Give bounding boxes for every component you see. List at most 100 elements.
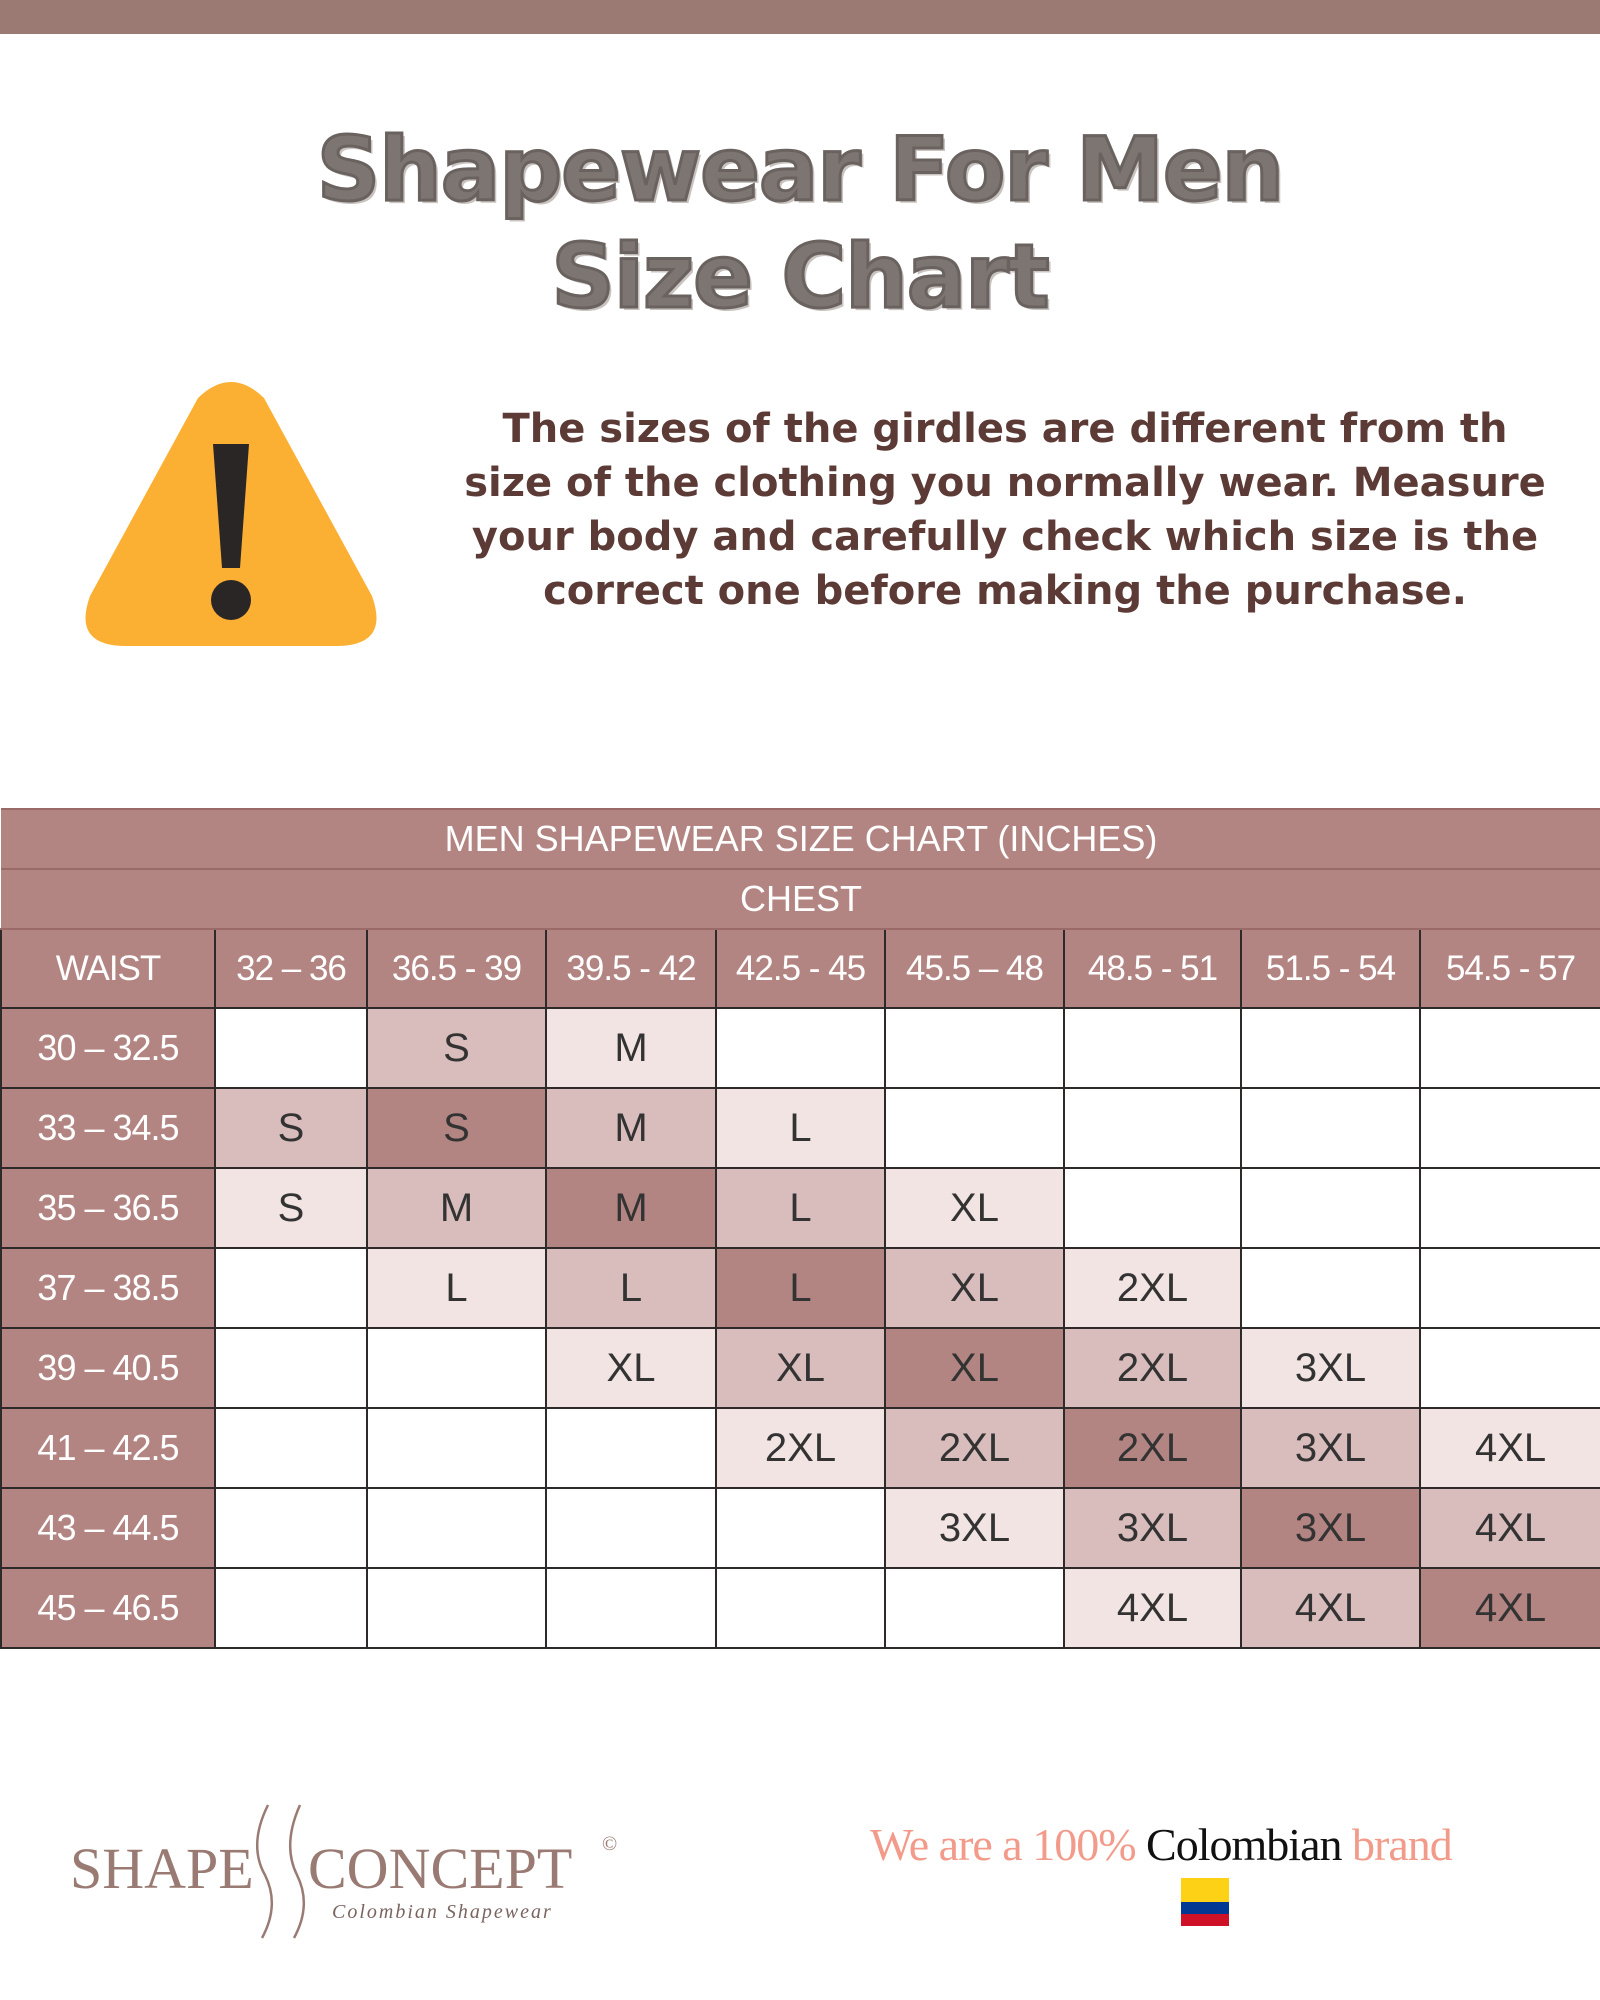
size-cell: XL (715, 1327, 886, 1409)
chest-label: CHEST (1, 868, 1600, 930)
size-cell: 2XL (1063, 1247, 1242, 1329)
size-cell: M (366, 1167, 547, 1249)
flag-stripe (1181, 1914, 1229, 1926)
size-cell (1418, 1087, 1600, 1169)
size-cell: 3XL (1240, 1327, 1421, 1409)
size-cell (214, 1407, 368, 1489)
size-cell (214, 1327, 368, 1409)
logo-left-text: SHAPE (70, 1836, 254, 1901)
table-row: 37 – 38.5 L L L XL 2XL (0, 1247, 1600, 1329)
size-cell: L (715, 1167, 886, 1249)
size-cell: S (214, 1087, 368, 1169)
size-chart-table: MEN SHAPEWEAR SIZE CHART (INCHES) CHEST … (0, 808, 1600, 1649)
flag-stripe (1181, 1878, 1229, 1902)
size-cell: 3XL (1240, 1487, 1421, 1569)
size-cell (545, 1407, 717, 1489)
top-bar (0, 0, 1600, 34)
copyright-mark: © (602, 1833, 617, 1855)
size-cell: 3XL (1063, 1487, 1242, 1569)
shape-concept-logo: SHAPE CONCEPT © Colombian Shapewear (70, 1804, 617, 1939)
waist-range: 45 – 46.5 (0, 1567, 216, 1649)
waist-range: 33 – 34.5 (0, 1087, 216, 1169)
size-cell (545, 1567, 717, 1649)
table-row: 33 – 34.5 S S M L (0, 1087, 1600, 1169)
waist-range: 43 – 44.5 (0, 1487, 216, 1569)
chest-column-header: 36.5 - 39 (366, 928, 547, 1009)
warning-triangle-icon (85, 382, 377, 646)
size-cell (884, 1007, 1065, 1089)
size-cell: L (715, 1247, 886, 1329)
sizing-notice: The sizes of the girdles are different f… (464, 406, 1546, 614)
size-cell (1063, 1007, 1242, 1089)
size-cell: M (545, 1167, 717, 1249)
size-cell (715, 1567, 886, 1649)
size-cell (1240, 1007, 1421, 1089)
size-cell (1418, 1327, 1600, 1409)
size-cell: S (366, 1087, 547, 1169)
chest-column-header: 54.5 - 57 (1418, 928, 1600, 1009)
size-cell: L (545, 1247, 717, 1329)
waist-label: WAIST (0, 928, 216, 1009)
table-row: 35 – 36.5 S M M L XL (0, 1167, 1600, 1249)
size-cell: 3XL (884, 1487, 1065, 1569)
table-row: 43 – 44.5 3XL 3XL 3XL 4XL (0, 1487, 1600, 1569)
slogan-part1: We are a 100% (870, 1819, 1147, 1870)
chest-column-header: 51.5 - 54 (1240, 928, 1421, 1009)
size-cell (366, 1407, 547, 1489)
table-row: 41 – 42.5 2XL 2XL 2XL 3XL 4XL (0, 1407, 1600, 1489)
waist-range: 37 – 38.5 (0, 1247, 216, 1329)
size-cell: L (715, 1087, 886, 1169)
waist-range: 41 – 42.5 (0, 1407, 216, 1489)
chest-column-header: 32 – 36 (214, 928, 368, 1009)
size-cell (214, 1567, 368, 1649)
brand-slogan: We are a 100% Colombian brand (870, 1818, 1453, 1871)
chest-column-header: 48.5 - 51 (1063, 928, 1242, 1009)
size-cell (715, 1007, 886, 1089)
waist-range: 30 – 32.5 (0, 1007, 216, 1089)
size-cell (1063, 1087, 1242, 1169)
slogan-part2: Colombian (1146, 1819, 1342, 1870)
size-cell: 4XL (1063, 1567, 1242, 1649)
chest-column-header: 45.5 – 48 (884, 928, 1065, 1009)
size-cell (214, 1007, 368, 1089)
size-cell (715, 1487, 886, 1569)
chest-column-header: 39.5 - 42 (545, 928, 717, 1009)
size-cell: 3XL (1240, 1407, 1421, 1489)
size-cell: 4XL (1418, 1407, 1600, 1489)
logo-tagline: Colombian Shapewear (332, 1901, 553, 1923)
waist-range: 35 – 36.5 (0, 1167, 216, 1249)
size-cell (1240, 1247, 1421, 1329)
size-cell (1418, 1247, 1600, 1329)
page-title-line2: Size Chart (550, 224, 1051, 330)
size-cell (545, 1487, 717, 1569)
size-cell: S (366, 1007, 547, 1089)
size-cell: XL (884, 1247, 1065, 1329)
size-cell: XL (884, 1167, 1065, 1249)
table-row: 39 – 40.5 XL XL XL 2XL 3XL (0, 1327, 1600, 1409)
waist-range: 39 – 40.5 (0, 1327, 216, 1409)
size-cell: M (545, 1087, 717, 1169)
size-cell (1418, 1167, 1600, 1249)
size-cell: 4XL (1418, 1567, 1600, 1649)
size-cell: 2XL (1063, 1407, 1242, 1489)
table-title: MEN SHAPEWEAR SIZE CHART (INCHES) (1, 808, 1600, 870)
size-cell: 4XL (1240, 1567, 1421, 1649)
size-cell: L (366, 1247, 547, 1329)
slogan-part3: brand (1341, 1819, 1453, 1870)
size-cell: 2XL (715, 1407, 886, 1489)
size-cell (884, 1087, 1065, 1169)
size-cell (366, 1487, 547, 1569)
size-cell (366, 1327, 547, 1409)
table-row: 30 – 32.5 S M (0, 1007, 1600, 1089)
size-cell (884, 1567, 1065, 1649)
size-cell (214, 1247, 368, 1329)
size-cell: M (545, 1007, 717, 1089)
size-cell: XL (884, 1327, 1065, 1409)
size-cell (1240, 1087, 1421, 1169)
size-cell (1418, 1007, 1600, 1089)
logo-right-text: CONCEPT (308, 1836, 572, 1901)
size-cell: S (214, 1167, 368, 1249)
flag-stripe (1181, 1902, 1229, 1914)
page-title-line1: Shapewear For Men (315, 117, 1285, 223)
size-cell (366, 1567, 547, 1649)
